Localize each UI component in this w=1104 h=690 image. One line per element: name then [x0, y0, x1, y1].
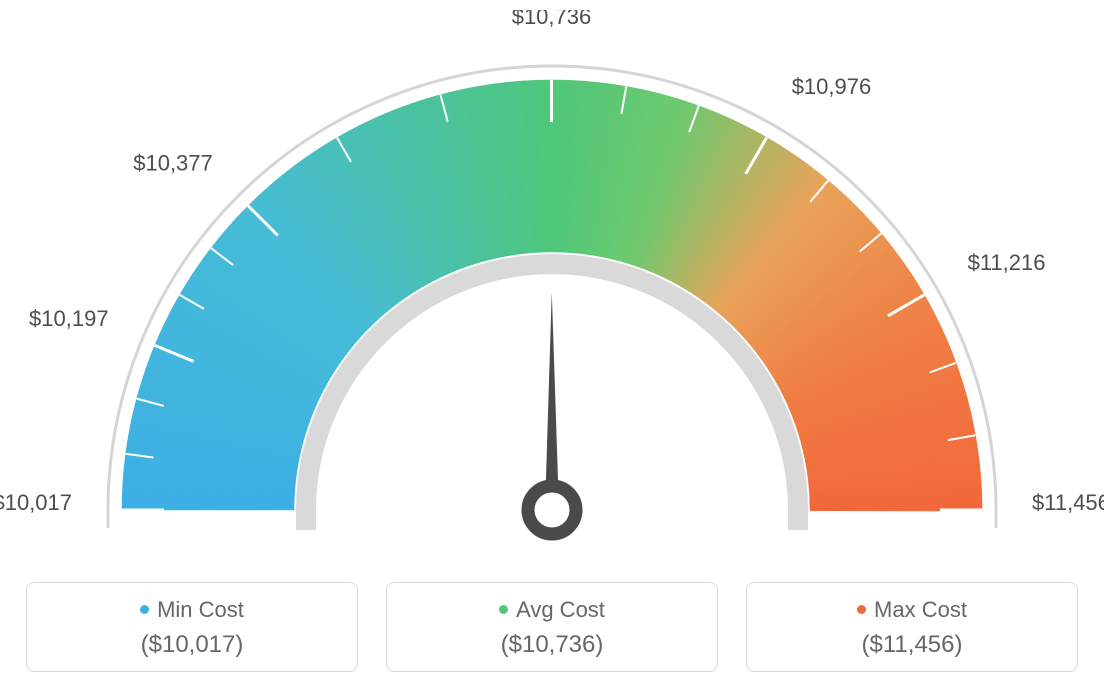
svg-text:$10,017: $10,017 — [0, 490, 72, 515]
svg-text:$10,976: $10,976 — [792, 74, 872, 99]
legend-value: ($11,456) — [757, 631, 1067, 659]
legend-label: Max Cost — [757, 597, 1067, 623]
legend-value: ($10,736) — [397, 631, 707, 659]
cost-gauge-chart: $10,017 $10,197 $10,377 $10,736 $10,976 $11,2… — [0, 0, 1104, 690]
legend-card-max: Max Cost ($11,456) — [746, 582, 1078, 672]
legend-label: Avg Cost — [397, 597, 707, 623]
svg-text:$10,197: $10,197 — [29, 306, 109, 331]
legend-dot-icon — [140, 605, 149, 614]
legend-dot-icon — [857, 605, 866, 614]
legend-row: Min Cost ($10,017) Avg Cost ($10,736) Ma… — [0, 582, 1104, 672]
gauge-dial: $10,017 $10,197 $10,377 $10,736 $10,976 $11,2… — [0, 0, 1104, 570]
legend-label-text: Max Cost — [874, 597, 967, 622]
legend-dot-icon — [499, 605, 508, 614]
legend-value: ($10,017) — [37, 631, 347, 659]
legend-label-text: Min Cost — [157, 597, 244, 622]
legend-card-min: Min Cost ($10,017) — [26, 582, 358, 672]
legend-label: Min Cost — [37, 597, 347, 623]
svg-text:$11,216: $11,216 — [968, 250, 1046, 275]
legend-card-avg: Avg Cost ($10,736) — [386, 582, 718, 672]
svg-text:$10,736: $10,736 — [512, 10, 592, 29]
svg-text:$10,377: $10,377 — [133, 150, 213, 175]
svg-text:$11,456: $11,456 — [1032, 490, 1104, 515]
legend-label-text: Avg Cost — [516, 597, 605, 622]
